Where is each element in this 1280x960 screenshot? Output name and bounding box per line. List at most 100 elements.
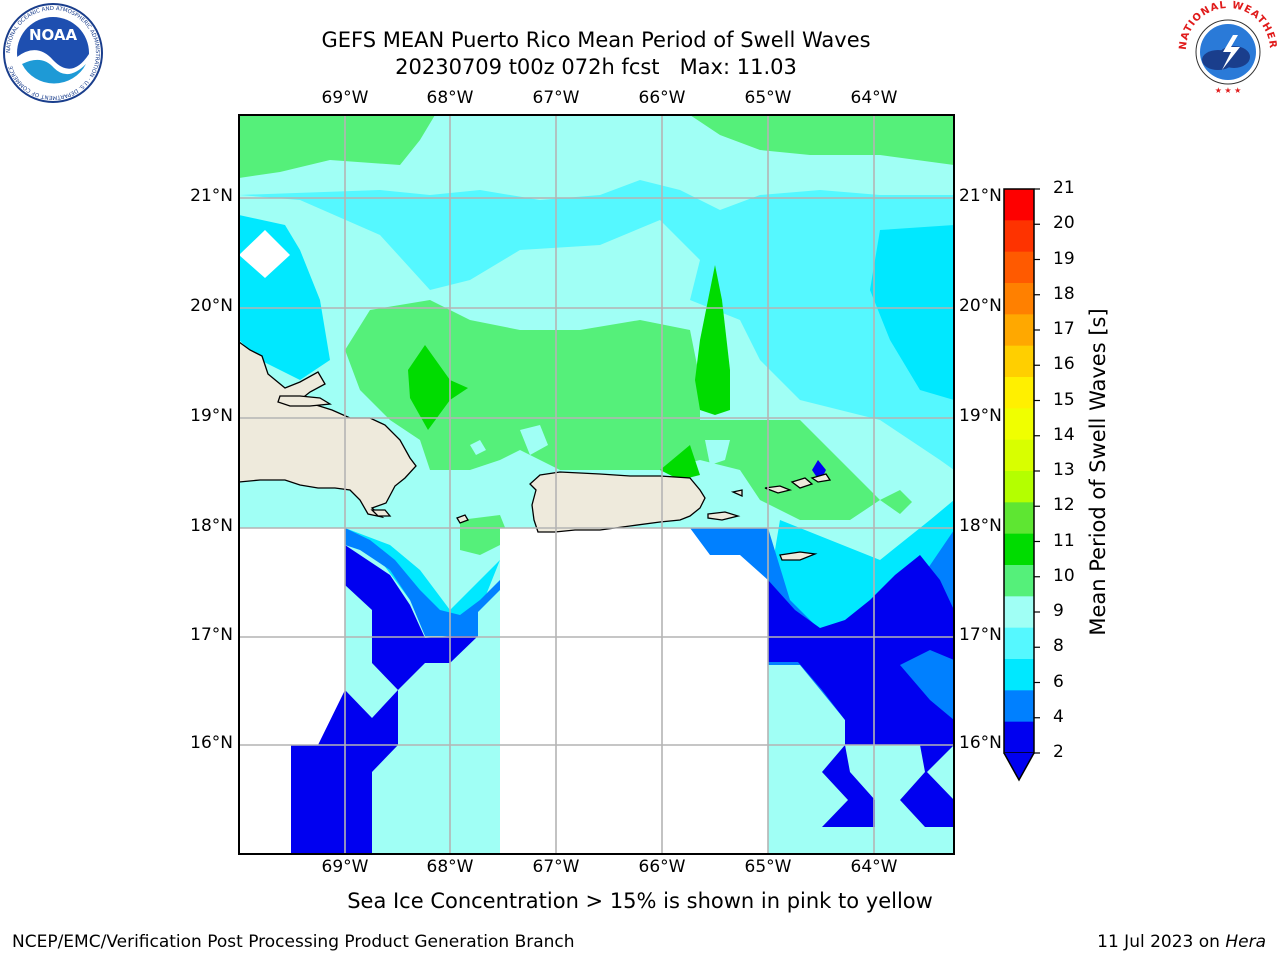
nodata-north-west <box>239 230 290 278</box>
contour-9-10-top-left <box>239 115 435 178</box>
colorbar-segment <box>1004 565 1034 597</box>
noaa-logo: NATIONAL OCEANIC AND ATMOSPHERIC ADMINIS… <box>3 3 103 103</box>
colorbar-segment <box>1004 220 1034 253</box>
colorbar-segment <box>1004 283 1034 315</box>
lon-label-top: 65°W <box>744 88 792 108</box>
colorbar-tick-label: 10 <box>1053 565 1075 586</box>
lat-label-left: 20°N <box>190 296 233 316</box>
st-croix-island <box>779 551 818 561</box>
footer-machine: Hera <box>1225 932 1266 952</box>
colorbar-segment <box>1004 596 1034 629</box>
nodata-south-central <box>500 528 768 854</box>
contour-9-10-central <box>345 300 880 520</box>
lon-label-top: 68°W <box>426 88 474 108</box>
contour-lt2-southeast-b <box>822 745 875 827</box>
lat-label-right: 21°N <box>959 186 1002 206</box>
contour-8-9-spot-3 <box>470 440 486 455</box>
colorbar-tick-label: 12 <box>1053 495 1075 516</box>
contour-lt2-southeast-a <box>768 555 954 745</box>
svg-text:★ ★ ★: ★ ★ ★ <box>1215 86 1242 95</box>
lon-label-top: 69°W <box>321 88 369 108</box>
lon-label-bottom: 65°W <box>744 857 792 877</box>
colorbar-segment <box>1004 345 1034 378</box>
colorbar-tick-label: 6 <box>1053 671 1064 692</box>
saona-island <box>370 509 392 517</box>
footer-credit: NCEP/EMC/Verification Post Processing Pr… <box>12 932 575 952</box>
colorbar-segment <box>1004 439 1034 472</box>
lat-label-right: 16°N <box>959 733 1002 753</box>
map-subtitle-forecast: 20230709 t00z 072h fcst Max: 11.03 <box>395 55 797 79</box>
colorbar-extend-arrow <box>1003 752 1035 782</box>
colorbar-tick-label: 16 <box>1053 354 1075 375</box>
hispaniola-land <box>239 341 417 519</box>
colorbar-tick-label: 19 <box>1053 248 1075 269</box>
nws-logo: NATIONAL WEATHER SERVICE ★ ★ ★ <box>1178 0 1277 98</box>
contour-10-11-central <box>695 265 730 415</box>
contour-9-10-top-right <box>690 115 954 165</box>
lat-label-right: 17°N <box>959 625 1002 645</box>
footer-date: 11 Jul 2023 on Hera <box>1097 932 1266 952</box>
contour-10-11-south <box>660 445 700 480</box>
lon-label-top: 66°W <box>638 88 686 108</box>
colorbar-tick-label: 11 <box>1053 530 1075 551</box>
lon-label-bottom: 64°W <box>850 857 898 877</box>
lat-label-left: 19°N <box>190 406 233 426</box>
colorbar-segment <box>1004 659 1034 691</box>
lat-label-right: 18°N <box>959 516 1002 536</box>
contour-8-9-spot-2 <box>705 440 730 465</box>
contour-lt2-southeast-c <box>900 745 954 827</box>
virgin-gorda-island <box>810 473 832 483</box>
colorbar-segment <box>1004 189 1034 221</box>
lat-label-right: 20°N <box>959 296 1002 316</box>
lat-label-right: 19°N <box>959 406 1002 426</box>
colorbar-segment <box>1004 408 1034 441</box>
colorbar-tick-label: 15 <box>1053 389 1075 410</box>
colorbar-tick-label: 14 <box>1053 424 1075 445</box>
colorbar-tick-label: 21 <box>1053 178 1075 198</box>
lon-label-bottom: 66°W <box>638 857 686 877</box>
st-thomas-island <box>764 485 793 494</box>
contour-10-11-west <box>408 345 468 430</box>
colorbar <box>1003 188 1040 782</box>
map-frame <box>238 114 955 855</box>
colorbar-tick-label: 8 <box>1053 636 1064 657</box>
colorbar-tick-label: 18 <box>1053 283 1075 304</box>
map-title: GEFS MEAN Puerto Rico Mean Period of Swe… <box>321 28 871 52</box>
colorbar-title: Mean Period of Swell Waves [s] <box>1086 308 1110 636</box>
contour-lt2-southwest-a <box>345 545 478 690</box>
culebra-island <box>730 489 743 498</box>
tortola-island <box>790 477 814 489</box>
colorbar-segment <box>1004 377 1034 409</box>
lon-label-bottom: 68°W <box>426 857 474 877</box>
map-gridlines <box>239 115 954 854</box>
sea-ice-note: Sea Ice Concentration > 15% is shown in … <box>347 889 933 913</box>
lon-label-bottom: 67°W <box>532 857 580 877</box>
colorbar-segment <box>1004 721 1034 754</box>
contour-4-6-east <box>870 225 954 400</box>
colorbar-segment <box>1004 471 1034 503</box>
mona-island <box>456 514 469 524</box>
lat-label-left: 21°N <box>190 186 233 206</box>
colorbar-segment <box>1004 690 1034 723</box>
footer-date-text: 11 Jul 2023 on <box>1097 932 1226 952</box>
contour-4-6-southeast <box>770 500 954 630</box>
colorbar-tick-label: 4 <box>1053 706 1064 727</box>
colorbar-segment <box>1004 533 1034 566</box>
lon-label-top: 67°W <box>532 88 580 108</box>
colorbar-segment <box>1004 502 1034 535</box>
lat-label-left: 18°N <box>190 516 233 536</box>
colorbar-segment <box>1004 314 1034 347</box>
tortuga-island <box>277 395 333 407</box>
lon-label-bottom: 69°W <box>321 857 369 877</box>
vieques-island <box>707 511 741 521</box>
colorbar-segment <box>1004 627 1034 660</box>
lat-label-left: 16°N <box>190 733 233 753</box>
colorbar-segment <box>1004 251 1034 284</box>
colorbar-tick-label: 9 <box>1053 601 1064 621</box>
contour-8-9-spot-1 <box>520 425 548 455</box>
colorbar-tick-label: 2 <box>1053 742 1064 762</box>
lat-label-left: 17°N <box>190 625 233 645</box>
svg-text:NOAA: NOAA <box>29 26 78 44</box>
colorbar-tick-label: 13 <box>1053 460 1075 480</box>
